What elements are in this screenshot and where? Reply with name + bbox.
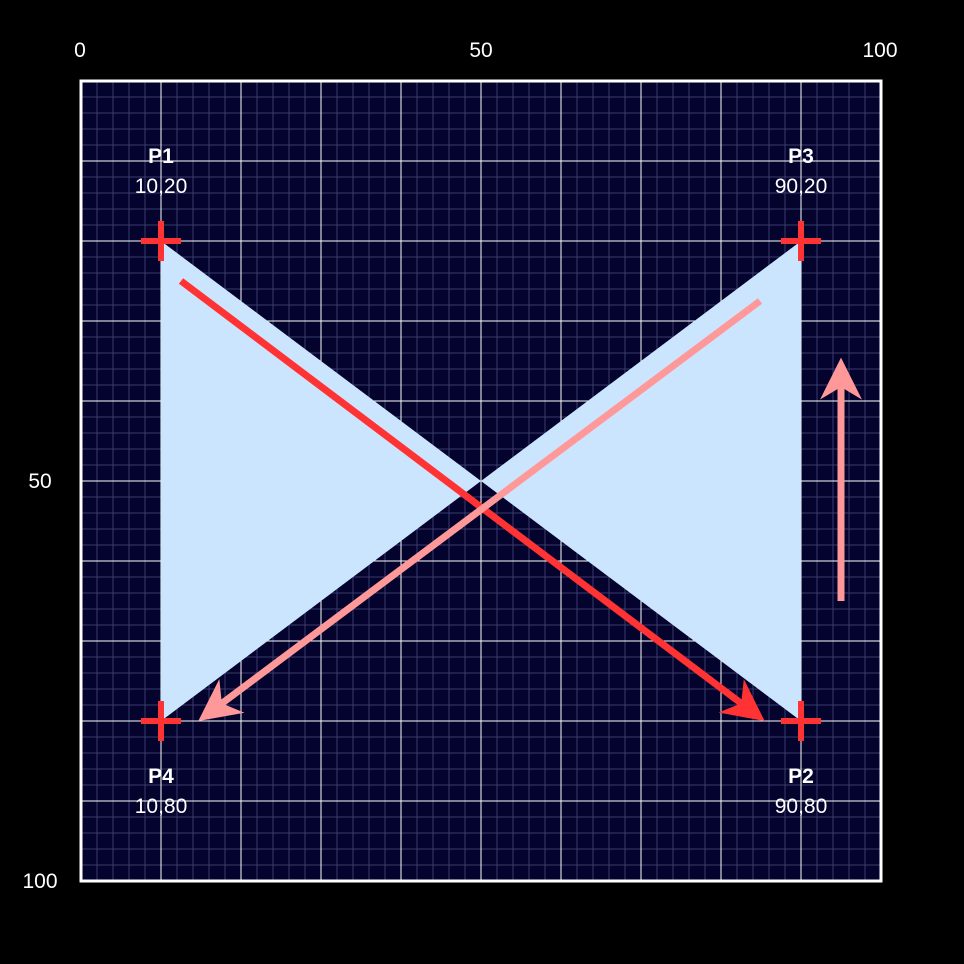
p4-name: P4 <box>148 765 174 788</box>
plot-frame <box>79 79 883 883</box>
marker-p3 <box>781 221 821 261</box>
p3-name: P3 <box>788 145 814 168</box>
p1-coord: 10,20 <box>135 175 188 198</box>
axis-top-label-100: 100 <box>862 39 897 62</box>
p1-name: P1 <box>148 145 174 168</box>
marker-p2 <box>781 701 821 741</box>
axis-top-label-0: 0 <box>74 39 86 62</box>
axis-left-label-50: 50 <box>28 470 51 493</box>
arrow-p3-to-p4 <box>198 298 763 722</box>
marker-p1 <box>141 221 181 261</box>
axis-left-label-100: 100 <box>22 870 57 893</box>
bowtie-shape <box>161 241 801 721</box>
marker-p4 <box>141 701 181 741</box>
p2-name: P2 <box>788 765 814 788</box>
arrow-p1-to-p2 <box>178 278 765 722</box>
axis-top-label-50: 50 <box>469 39 492 62</box>
p3-coord: 90,20 <box>775 175 828 198</box>
p2-coord: 90,80 <box>775 795 828 818</box>
p4-coord: 10,80 <box>135 795 188 818</box>
